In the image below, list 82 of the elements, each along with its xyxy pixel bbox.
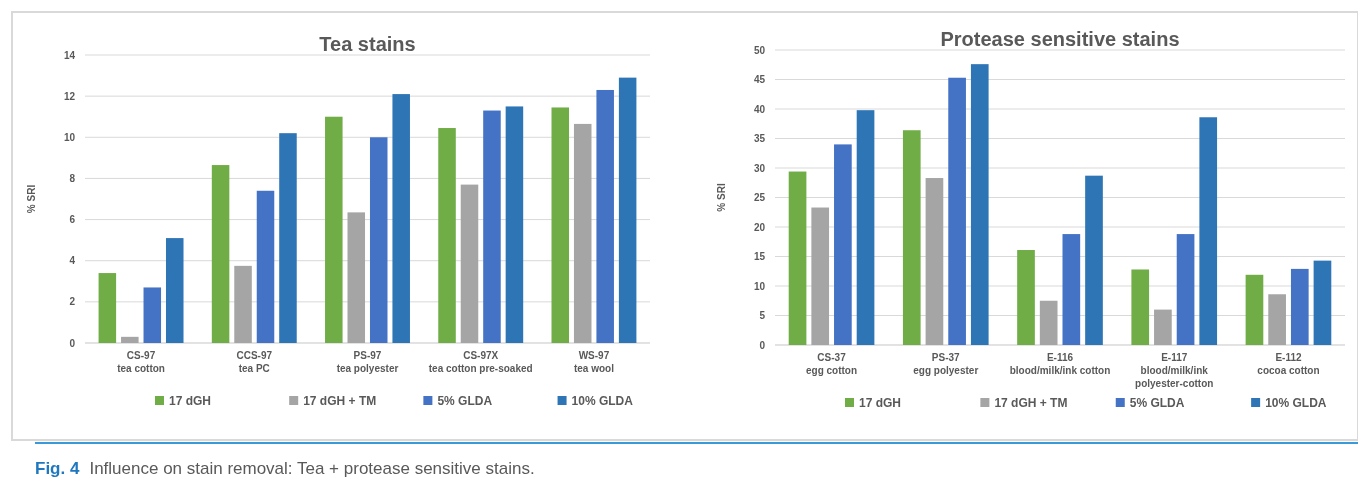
x-tick-label: E-117 blood/milk/ink polyester-cotton — [1135, 352, 1214, 389]
bar — [1290, 268, 1309, 345]
y-tick-label: 4 — [69, 255, 76, 267]
y-tick-label: 0 — [759, 339, 766, 351]
y-axis-title: % SRI — [716, 183, 727, 212]
bar — [573, 123, 592, 343]
bar — [856, 110, 875, 345]
bar — [1131, 269, 1150, 345]
x-tick-label: CS-97X tea cotton pre-soaked — [428, 350, 533, 374]
bar — [460, 184, 479, 343]
bar — [1245, 274, 1264, 345]
legend-label: 5% GLDA — [437, 394, 493, 408]
legend-label: 17 dGH — [859, 396, 902, 410]
bar — [483, 110, 501, 343]
bar — [1268, 294, 1286, 345]
bar — [165, 238, 184, 343]
y-tick-label: 50 — [753, 44, 766, 56]
x-tick-label: CCS-97 tea PC — [236, 350, 273, 374]
y-tick-label: 8 — [69, 172, 76, 184]
bar — [811, 207, 830, 345]
bar — [551, 107, 570, 343]
bar — [1313, 260, 1332, 345]
chart-title: Tea stains — [319, 33, 416, 55]
y-tick-label: 6 — [69, 214, 76, 226]
x-tick-label: CS-37 egg cotton — [805, 352, 858, 376]
bar — [596, 89, 614, 343]
y-tick-label: 10 — [63, 131, 76, 143]
bar — [347, 212, 366, 343]
bar — [618, 77, 637, 343]
legend-label: 17 dGH + TM — [303, 394, 377, 408]
x-tick-label: E-116 blood/milk/ink cotton — [1009, 352, 1111, 376]
y-tick-label: 5 — [759, 310, 766, 321]
bar — [948, 77, 966, 345]
y-tick-label: 10 — [753, 280, 766, 292]
y-tick-label: 45 — [753, 74, 766, 85]
bar — [925, 178, 944, 345]
x-tick-label: PS-37 egg polyester — [913, 352, 979, 376]
y-tick-label: 14 — [63, 49, 76, 61]
legend-label: 10% GLDA — [1265, 396, 1327, 410]
bar — [1062, 234, 1081, 345]
bar — [279, 133, 297, 343]
bar — [98, 273, 117, 343]
caption: Fig. 4 Influence on stain removal: Tea + protease sensitive stains. — [35, 459, 535, 478]
bar — [834, 144, 852, 345]
y-tick-label: 12 — [63, 90, 76, 102]
bar — [1017, 250, 1035, 345]
legend-label: 5% GLDA — [1129, 396, 1185, 410]
chart-title: Protease sensitive stains — [940, 28, 1180, 50]
bar — [234, 265, 252, 343]
legend-label: 17 dGH — [169, 394, 212, 408]
bar — [256, 190, 275, 343]
bar — [970, 64, 989, 345]
y-tick-label: 15 — [753, 251, 766, 262]
bar — [325, 116, 343, 343]
bar — [211, 165, 230, 343]
bar — [1039, 300, 1058, 345]
x-tick-label: PS-97 tea polyester — [336, 350, 399, 374]
y-tick-label: 0 — [69, 337, 76, 349]
x-tick-label: WS-97 tea wool — [573, 350, 615, 374]
legend-label: 17 dGH + TM — [994, 396, 1068, 410]
bar — [438, 128, 456, 343]
bar — [1085, 175, 1103, 345]
bar — [1176, 234, 1195, 345]
y-tick-label: 2 — [69, 296, 76, 308]
x-tick-label: E-112 cocoa cotton — [1257, 352, 1320, 376]
bar — [369, 137, 388, 343]
bar — [1199, 117, 1218, 345]
bar — [392, 94, 410, 343]
bar — [788, 171, 807, 345]
y-tick-label: 40 — [753, 103, 766, 115]
x-tick-label: CS-97 tea cotton — [117, 350, 165, 374]
y-tick-label: 30 — [753, 162, 766, 174]
bar — [143, 287, 162, 343]
y-axis-title: % SRI — [26, 184, 37, 214]
bar — [121, 336, 139, 343]
legend-label: 10% GLDA — [571, 394, 634, 408]
y-tick-label: 25 — [753, 192, 766, 203]
bar — [505, 106, 524, 343]
bar — [902, 130, 921, 345]
y-tick-label: 20 — [753, 221, 766, 233]
y-tick-label: 35 — [753, 133, 766, 144]
bar — [1154, 309, 1172, 345]
